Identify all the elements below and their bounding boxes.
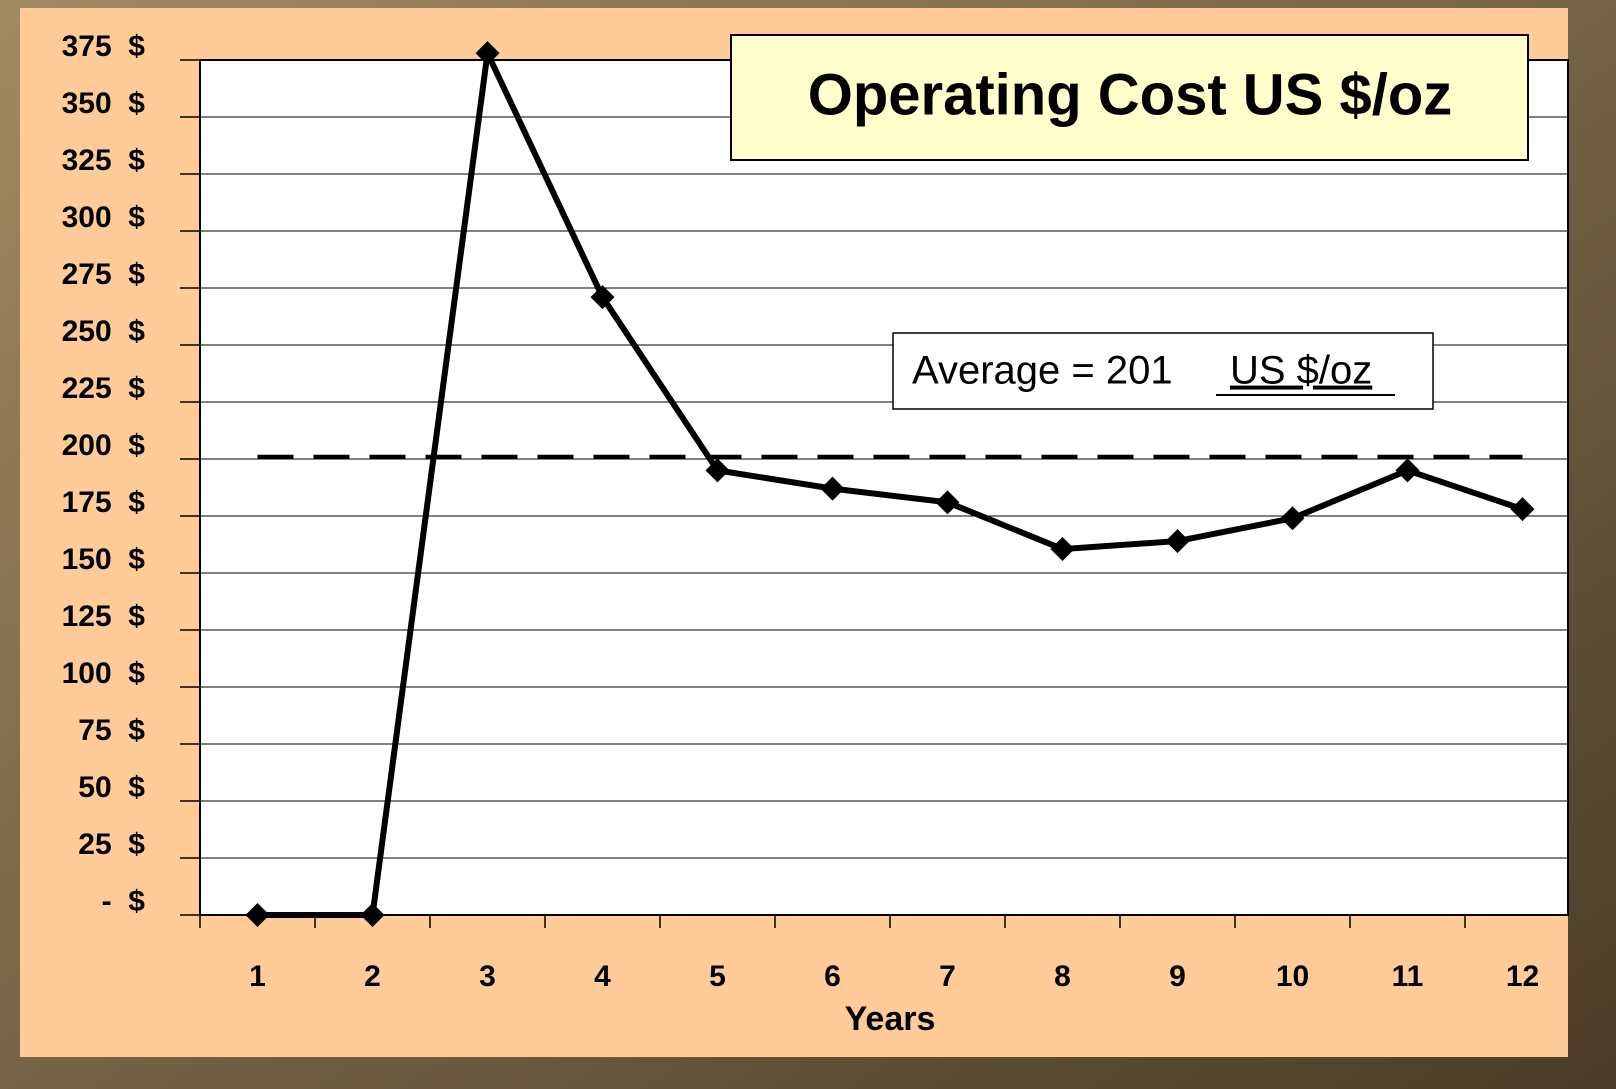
x-tick-label: 2 bbox=[364, 960, 381, 993]
y-tick-label: 200 $ bbox=[62, 429, 146, 462]
data-point bbox=[360, 903, 385, 927]
x-tick-label: 8 bbox=[1054, 960, 1071, 993]
x-tick-label: 10 bbox=[1276, 960, 1309, 993]
y-tick-label: 125 $ bbox=[62, 600, 146, 633]
x-tick-label: 3 bbox=[479, 960, 496, 993]
y-tick-label: 250 $ bbox=[62, 315, 146, 348]
y-tick-label: 25 $ bbox=[78, 828, 145, 861]
data-point bbox=[1050, 537, 1075, 562]
annotation-unit: US $/oz bbox=[1230, 349, 1372, 393]
y-tick-label: - $ bbox=[102, 885, 146, 918]
data-point bbox=[935, 490, 960, 515]
y-tick-label: 50 $ bbox=[78, 771, 145, 804]
data-point bbox=[705, 458, 730, 483]
y-tick-label: 75 $ bbox=[78, 714, 145, 747]
annotation: Average = 201 bbox=[912, 349, 1173, 393]
x-tick-label: 7 bbox=[939, 960, 956, 993]
x-tick-label: 12 bbox=[1506, 960, 1539, 993]
y-tick-label: 175 $ bbox=[62, 486, 146, 519]
x-tick-label: 11 bbox=[1392, 960, 1424, 993]
x-axis-label: Years bbox=[845, 1000, 936, 1038]
y-tick-label: 300 $ bbox=[62, 201, 146, 234]
data-point bbox=[475, 41, 500, 66]
y-tick-label: 375 $ bbox=[62, 30, 146, 63]
title-box bbox=[730, 34, 1529, 161]
data-point bbox=[1165, 529, 1190, 554]
data-line bbox=[257, 42, 1524, 918]
x-tick-label: 9 bbox=[1169, 960, 1186, 993]
data-point bbox=[245, 903, 270, 927]
y-tick-label: 100 $ bbox=[62, 657, 146, 690]
x-tick-label: 5 bbox=[709, 960, 726, 993]
data-point bbox=[590, 285, 615, 310]
x-tick-label: 1 bbox=[249, 960, 266, 993]
y-tick-label: 225 $ bbox=[62, 372, 146, 405]
y-tick-label: 150 $ bbox=[62, 543, 146, 576]
data-point bbox=[1395, 458, 1420, 483]
annotation-box bbox=[892, 332, 1434, 410]
y-tick-label: 350 $ bbox=[62, 87, 146, 120]
y-tick-label: 275 $ bbox=[62, 258, 146, 291]
data-point bbox=[820, 476, 845, 501]
x-tick-label: 4 bbox=[594, 960, 611, 993]
x-tick-label: 6 bbox=[824, 960, 841, 993]
y-tick-label: 325 $ bbox=[62, 144, 146, 177]
chart-title: Operating Cost US $/oz bbox=[808, 62, 1453, 127]
data-point bbox=[1510, 497, 1535, 522]
data-point bbox=[1280, 506, 1305, 531]
